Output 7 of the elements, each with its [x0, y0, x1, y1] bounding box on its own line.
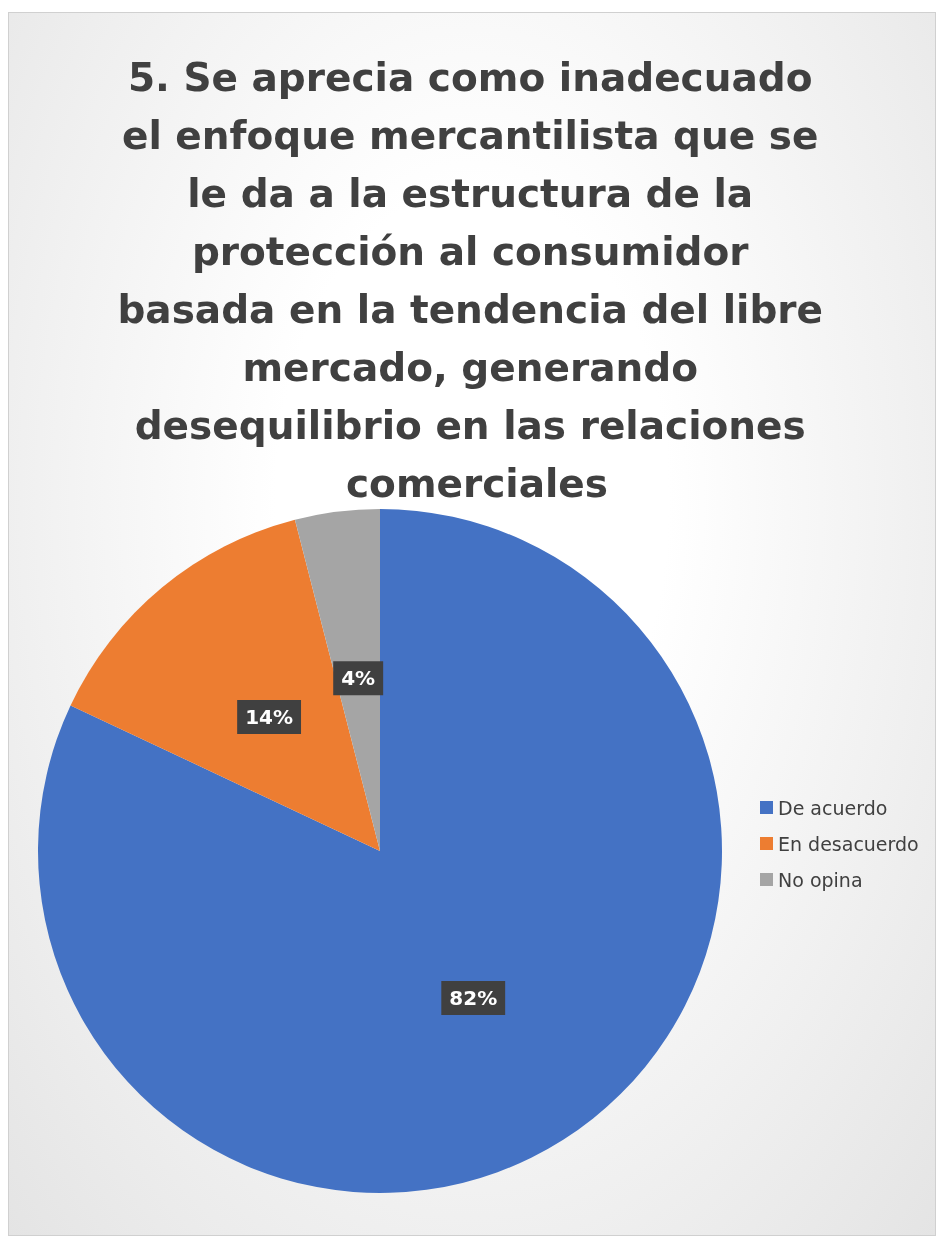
legend-label: En desacuerdo [778, 832, 919, 855]
chart-title: 5. Se aprecia como inadecuado el enfoque mercantilista que se le da a la estructura de la protección al consumidor basada en la tendencia del libre mercado, generando desequilibrio en las relaciones comerciales [117, 54, 837, 506]
data-label: 14% [245, 704, 294, 729]
data-label: 4% [341, 666, 376, 691]
legend-label: De acuerdo [778, 796, 888, 819]
data-label: 82% [449, 985, 498, 1010]
legend-label: No opina [778, 868, 863, 891]
